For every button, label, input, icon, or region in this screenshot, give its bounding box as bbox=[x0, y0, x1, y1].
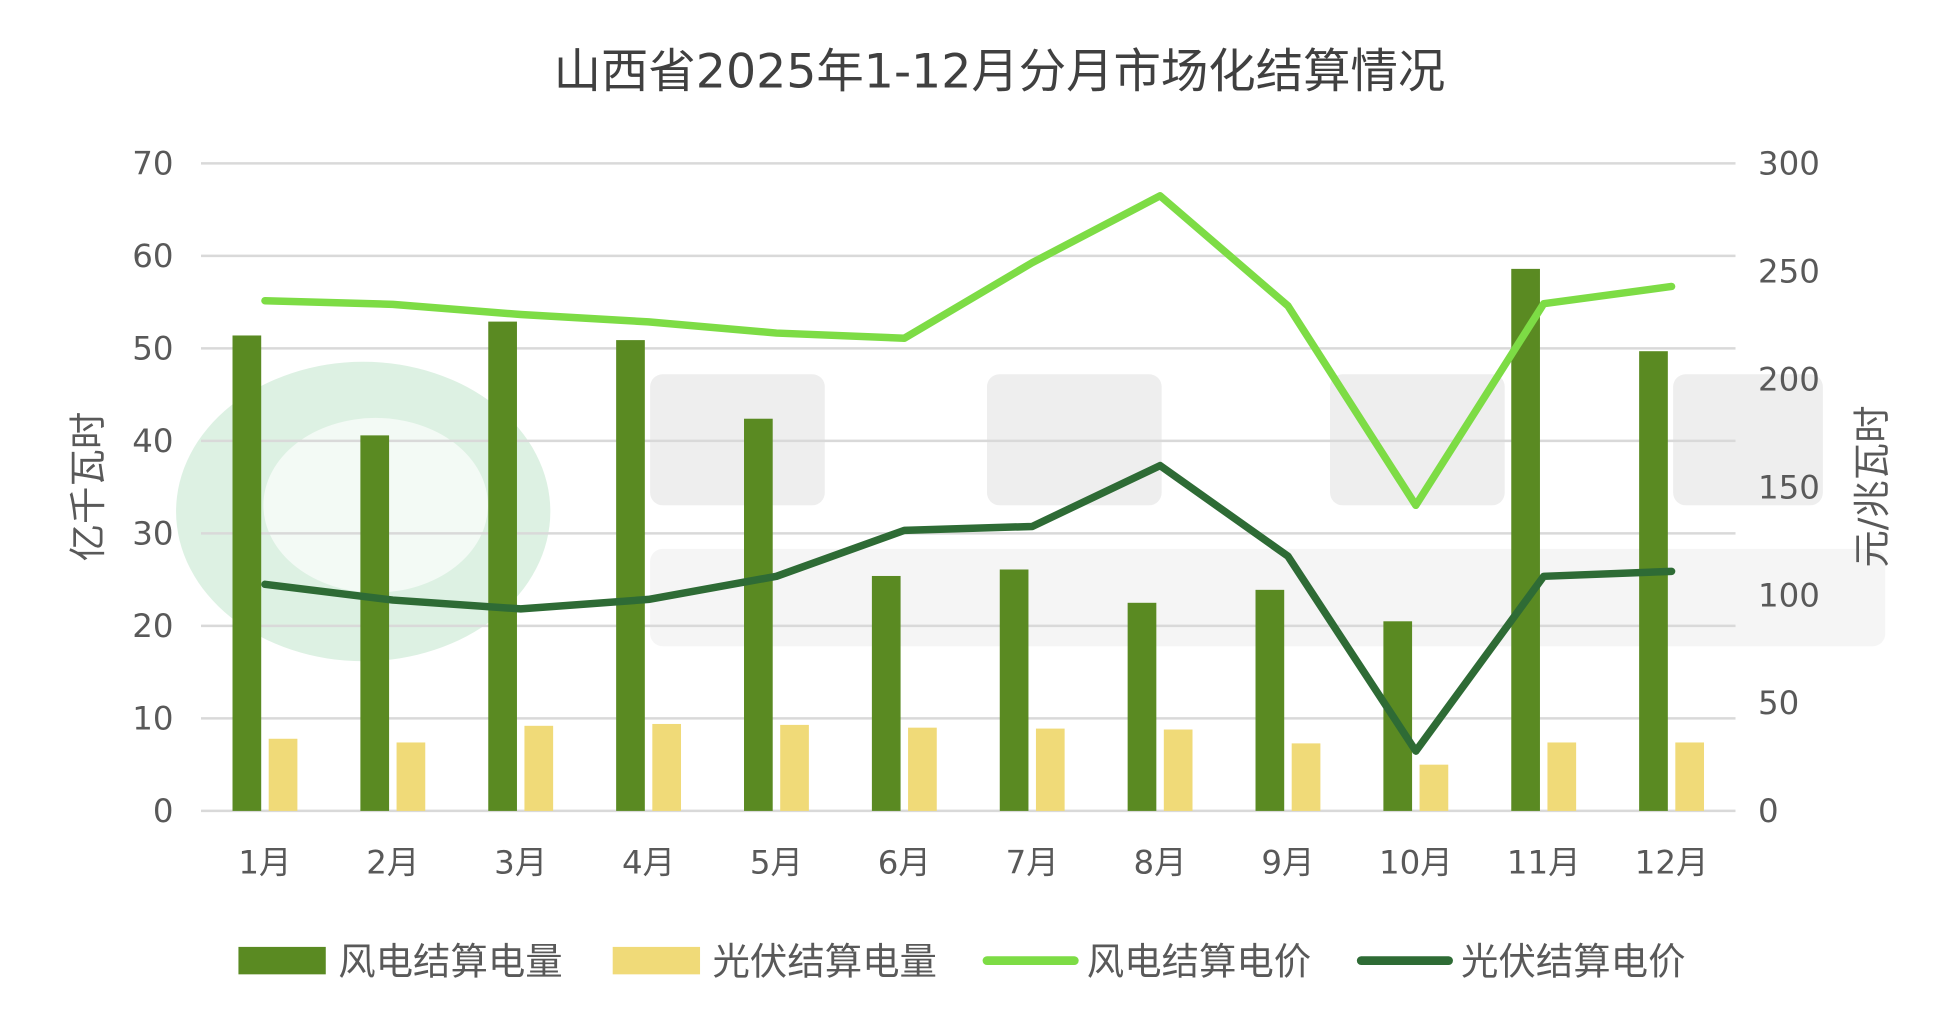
bar-wind bbox=[1511, 268, 1540, 811]
legend-label: 风电结算电价 bbox=[1087, 939, 1311, 983]
y2-tick-label: 200 bbox=[1758, 360, 1820, 398]
legend-label: 风电结算电量 bbox=[338, 939, 562, 983]
bars bbox=[232, 268, 1705, 811]
x-tick-label: 9月 bbox=[1261, 843, 1314, 881]
x-tick-label: 10月 bbox=[1379, 843, 1453, 881]
y2-tick-label: 300 bbox=[1758, 145, 1820, 183]
x-axis: 1月 2月 3月 4月 5月 6月 7月 8月 9月 10月 11月 12月 bbox=[238, 843, 1708, 881]
legend-label: 光伏结算电量 bbox=[713, 939, 937, 983]
y-tick-label: 40 bbox=[132, 422, 173, 460]
x-tick-label: 3月 bbox=[494, 843, 547, 881]
x-tick-label: 7月 bbox=[1006, 843, 1059, 881]
x-tick-label: 1月 bbox=[238, 843, 291, 881]
y-tick-label: 50 bbox=[132, 330, 173, 368]
bar-wind bbox=[360, 435, 390, 811]
lines bbox=[261, 192, 1676, 755]
legend-swatch bbox=[612, 946, 701, 975]
x-tick-label: 6月 bbox=[878, 843, 931, 881]
y2-axis-label: 元/兆瓦时 bbox=[1850, 405, 1894, 567]
bar-wind bbox=[1255, 589, 1285, 811]
y-tick-label: 10 bbox=[132, 700, 173, 738]
x-tick-label: 12月 bbox=[1635, 843, 1709, 881]
y-axis-right: 0 50 100 150 200 250 300 bbox=[1758, 145, 1820, 830]
bar-wind bbox=[1127, 602, 1157, 811]
bar-wind bbox=[744, 418, 773, 811]
bar-solar bbox=[652, 723, 682, 811]
bar-solar bbox=[908, 727, 937, 811]
chart-title: 山西省2025年1-12月分月市场化结算情况 bbox=[554, 44, 1446, 99]
bar-solar bbox=[396, 742, 426, 811]
bar-solar bbox=[1547, 742, 1577, 811]
legend-swatch bbox=[238, 946, 326, 975]
y-axis-label: 亿千瓦时 bbox=[66, 412, 110, 562]
y-tick-label: 20 bbox=[132, 607, 173, 645]
watermark bbox=[176, 361, 1886, 662]
bar-solar bbox=[1291, 743, 1321, 811]
x-tick-label: 2月 bbox=[366, 843, 419, 881]
bar-solar bbox=[1419, 764, 1449, 811]
line-wind-price bbox=[261, 192, 1676, 510]
y2-tick-label: 0 bbox=[1758, 792, 1779, 830]
y-tick-label: 30 bbox=[132, 515, 173, 553]
y-axis-left: 0 10 20 30 40 50 60 70 bbox=[132, 145, 173, 830]
bar-wind bbox=[871, 575, 901, 811]
legend-label: 光伏结算电价 bbox=[1461, 939, 1685, 983]
gridlines bbox=[201, 162, 1736, 813]
bar-solar bbox=[268, 738, 298, 811]
bar-wind bbox=[488, 321, 517, 811]
bar-solar bbox=[1675, 742, 1705, 811]
y2-tick-label: 250 bbox=[1758, 253, 1820, 291]
y-tick-label: 0 bbox=[153, 792, 174, 830]
x-tick-label: 11月 bbox=[1507, 843, 1581, 881]
bar-solar bbox=[1035, 728, 1065, 811]
y-tick-label: 60 bbox=[132, 237, 173, 275]
y2-tick-label: 150 bbox=[1758, 468, 1820, 506]
bar-wind bbox=[999, 569, 1029, 811]
bar-solar bbox=[780, 724, 809, 811]
legend: 风电结算电量 光伏结算电量 风电结算电价 光伏结算电价 bbox=[238, 939, 1685, 983]
bar-solar bbox=[1163, 729, 1193, 811]
bar-wind bbox=[232, 335, 262, 811]
x-tick-label: 4月 bbox=[622, 843, 675, 881]
bar-wind bbox=[1639, 351, 1668, 811]
line-solar-price bbox=[261, 461, 1676, 755]
bar-wind bbox=[616, 340, 645, 811]
bar-solar bbox=[524, 725, 554, 811]
bar-wind bbox=[1383, 621, 1413, 811]
x-tick-label: 8月 bbox=[1134, 843, 1187, 881]
y-tick-label: 70 bbox=[132, 145, 173, 183]
x-tick-label: 5月 bbox=[750, 843, 803, 881]
y2-tick-label: 50 bbox=[1758, 684, 1799, 722]
y2-tick-label: 100 bbox=[1758, 576, 1820, 614]
